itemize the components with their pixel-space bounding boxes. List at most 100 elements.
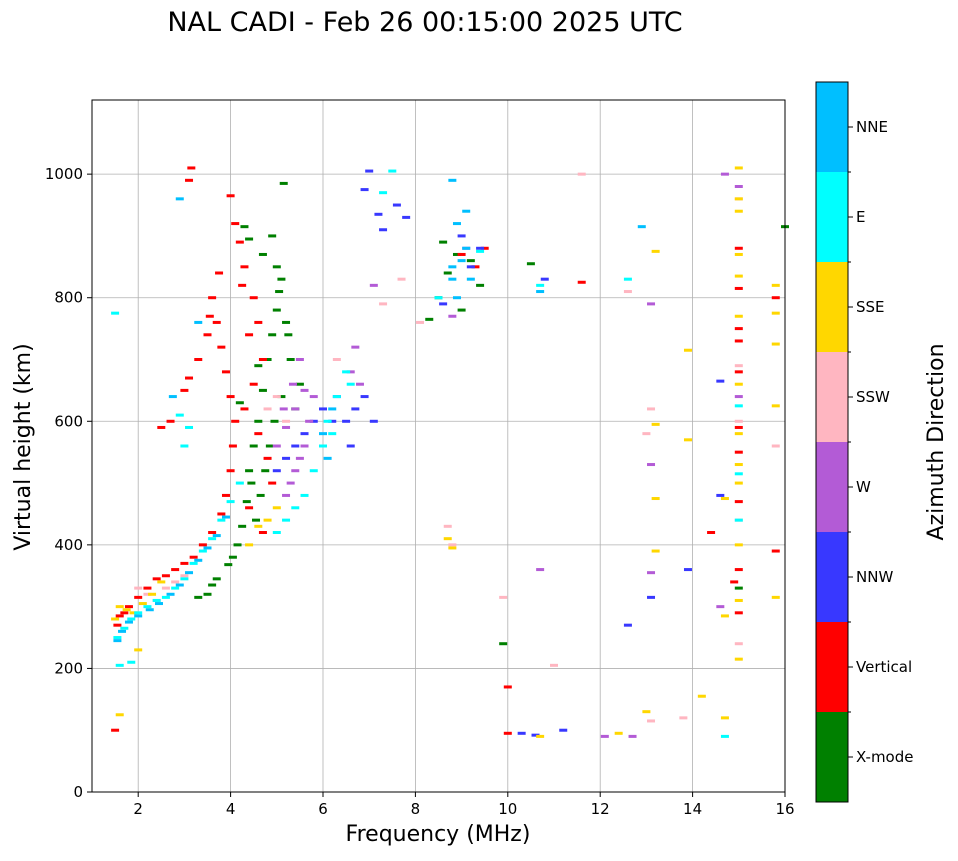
data-point xyxy=(180,388,189,392)
data-point xyxy=(265,444,274,448)
data-point xyxy=(171,580,180,584)
data-point xyxy=(319,444,327,448)
data-point xyxy=(238,524,247,528)
data-point xyxy=(374,212,383,216)
y-tick-label: 200 xyxy=(54,659,83,677)
data-point xyxy=(734,611,743,615)
data-point xyxy=(272,531,281,534)
data-point xyxy=(272,308,281,312)
data-point xyxy=(161,595,170,599)
data-point xyxy=(118,629,127,633)
data-point xyxy=(319,432,327,436)
data-point xyxy=(623,277,632,281)
data-point xyxy=(379,302,388,306)
data-point xyxy=(286,358,295,361)
x-tick-label: 10 xyxy=(498,800,517,818)
data-point xyxy=(734,185,743,188)
data-point xyxy=(279,407,288,411)
data-point xyxy=(272,395,281,399)
colorbar-tick-label: W xyxy=(856,478,871,496)
data-point xyxy=(249,382,258,386)
data-point xyxy=(305,419,314,423)
data-point xyxy=(600,734,609,738)
data-point xyxy=(180,444,189,448)
data-point xyxy=(734,450,743,454)
data-point xyxy=(734,197,743,201)
data-point xyxy=(771,283,780,287)
data-point xyxy=(215,271,224,275)
data-point xyxy=(245,543,254,547)
data-point xyxy=(397,277,406,281)
data-point xyxy=(111,728,120,732)
data-point xyxy=(175,583,184,587)
data-point xyxy=(288,382,297,386)
data-point xyxy=(208,583,217,587)
data-point xyxy=(254,419,263,423)
data-point xyxy=(448,178,457,182)
data-point xyxy=(720,734,729,738)
data-point xyxy=(217,512,226,516)
data-point xyxy=(295,382,304,386)
data-point xyxy=(734,209,743,213)
data-point xyxy=(476,249,485,253)
data-point xyxy=(647,719,656,723)
data-point xyxy=(268,333,277,337)
data-point xyxy=(120,626,129,630)
data-point xyxy=(734,286,743,290)
data-point xyxy=(559,728,568,732)
data-point xyxy=(124,620,133,624)
data-point xyxy=(235,401,244,405)
x-tick-label: 4 xyxy=(226,800,236,818)
data-point xyxy=(120,611,129,615)
data-point xyxy=(282,518,291,522)
y-tick-label: 1000 xyxy=(45,165,83,183)
data-point xyxy=(189,561,198,565)
data-point xyxy=(328,419,337,423)
data-point xyxy=(300,493,309,497)
data-point xyxy=(734,568,743,572)
data-points xyxy=(111,166,789,738)
data-point xyxy=(275,290,284,294)
data-point xyxy=(462,246,471,250)
data-point xyxy=(129,611,138,615)
data-point xyxy=(720,614,729,618)
data-point xyxy=(113,623,122,627)
data-point xyxy=(240,265,249,269)
data-point xyxy=(346,444,355,448)
data-point xyxy=(457,252,466,256)
data-point xyxy=(189,555,198,559)
y-tick-label: 800 xyxy=(54,289,83,307)
data-point xyxy=(342,370,351,374)
colorbar-segment xyxy=(816,262,848,352)
data-point xyxy=(734,657,743,661)
data-point xyxy=(171,586,180,590)
data-point xyxy=(175,413,184,417)
data-point xyxy=(526,262,535,266)
data-point xyxy=(637,225,646,229)
data-point xyxy=(124,605,133,609)
data-point xyxy=(683,348,692,352)
data-point xyxy=(249,296,258,300)
data-point xyxy=(771,296,780,300)
data-point xyxy=(291,444,300,448)
data-point xyxy=(235,240,244,244)
data-point xyxy=(185,178,194,182)
data-point xyxy=(113,639,122,643)
data-point xyxy=(448,546,457,550)
data-point xyxy=(346,370,355,374)
data-point xyxy=(536,734,545,738)
colorbar-tick-label: NNE xyxy=(856,118,888,136)
data-point xyxy=(457,234,466,238)
data-point xyxy=(122,608,131,612)
data-point xyxy=(734,246,743,250)
data-point xyxy=(734,339,743,343)
data-point xyxy=(332,358,341,361)
data-point xyxy=(771,404,780,408)
data-point xyxy=(416,320,425,324)
data-point xyxy=(143,605,152,609)
data-point xyxy=(194,595,203,599)
data-point xyxy=(254,432,263,436)
data-point xyxy=(194,358,203,361)
data-point xyxy=(452,252,461,256)
